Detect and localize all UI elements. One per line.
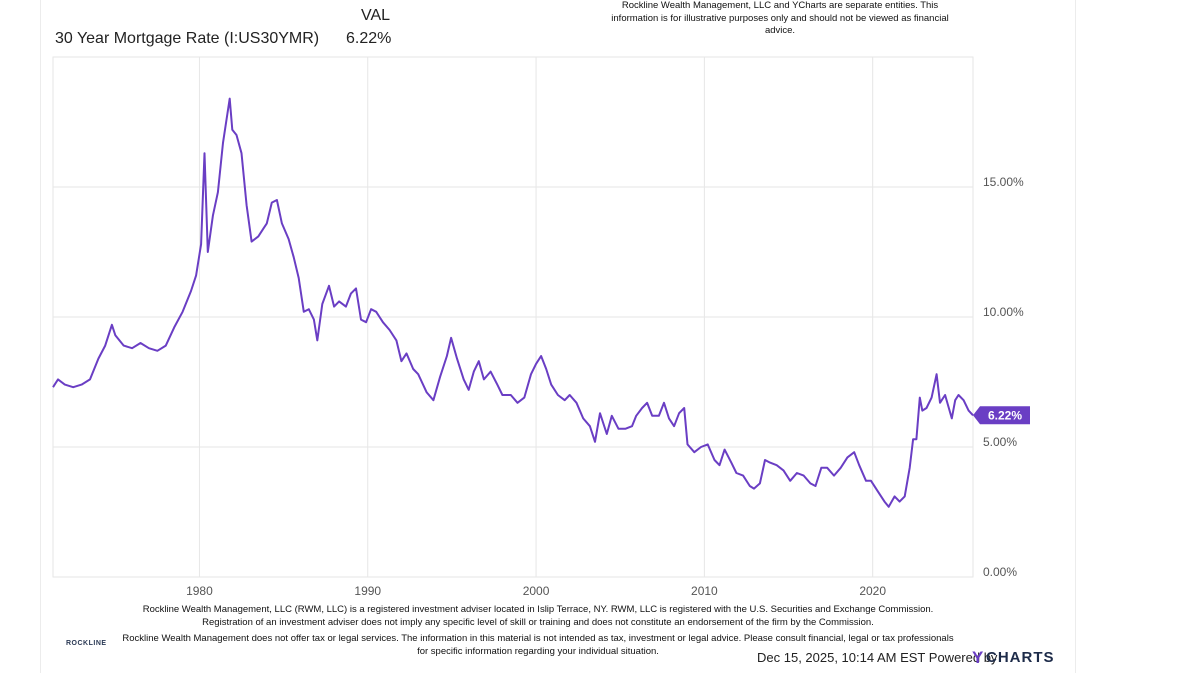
- chart-frame: [40, 0, 1076, 673]
- x-axis-ticks: 1980 1990 2000 2010 2020: [186, 584, 886, 598]
- x-tick-label: 2010: [691, 584, 718, 598]
- y-tick-label: 10.00%: [983, 305, 1024, 319]
- powered-by-text: Powered by: [928, 650, 998, 665]
- footer-timestamp: Dec 15, 2025, 10:14 AM EST Powered by: [757, 650, 997, 665]
- last-value-marker: 6.22%: [973, 406, 1030, 425]
- x-tick-label: 1990: [354, 584, 381, 598]
- column-header-val: VAL: [361, 7, 391, 24]
- ycharts-logo-y[interactable]: Y: [972, 648, 984, 667]
- last-value-badge: [973, 406, 1030, 425]
- series-name[interactable]: 30 Year Mortgage Rate (I:US30YMR): [55, 30, 320, 47]
- y-tick-label: 15.00%: [983, 175, 1024, 189]
- x-tick-label: 1980: [186, 584, 213, 598]
- rockline-logo: ROCKLINE: [66, 640, 107, 647]
- y-axis-ticks: 0.00% 5.00% 10.00% 15.00%: [983, 175, 1024, 579]
- chart-grid: [52, 56, 974, 578]
- rockline-logo-text: ROCKLINE: [66, 640, 107, 647]
- series-current-value: 6.22%: [346, 30, 392, 47]
- y-tick-label: 5.00%: [983, 435, 1017, 449]
- x-tick-label: 2000: [523, 584, 550, 598]
- last-value-label: 6.22%: [988, 408, 1022, 422]
- series-line-30yr-mortgage: [52, 97, 974, 508]
- disclaimer-top: Rockline Wealth Management, LLC and YCha…: [611, 0, 949, 36]
- ycharts-logo-text[interactable]: CHARTS: [986, 649, 1055, 666]
- disclaimer-registration: Rockline Wealth Management, LLC (RWM, LL…: [142, 604, 934, 628]
- disclaimer-bottom: Rockline Wealth Management, LLC (RWM, LL…: [118, 604, 958, 658]
- x-tick-label: 2020: [859, 584, 886, 598]
- y-tick-label: 0.00%: [983, 565, 1017, 579]
- disclaimer-tax-legal: Rockline Wealth Management does not offe…: [122, 633, 954, 657]
- timestamp-text: Dec 15, 2025, 10:14 AM EST: [757, 650, 926, 665]
